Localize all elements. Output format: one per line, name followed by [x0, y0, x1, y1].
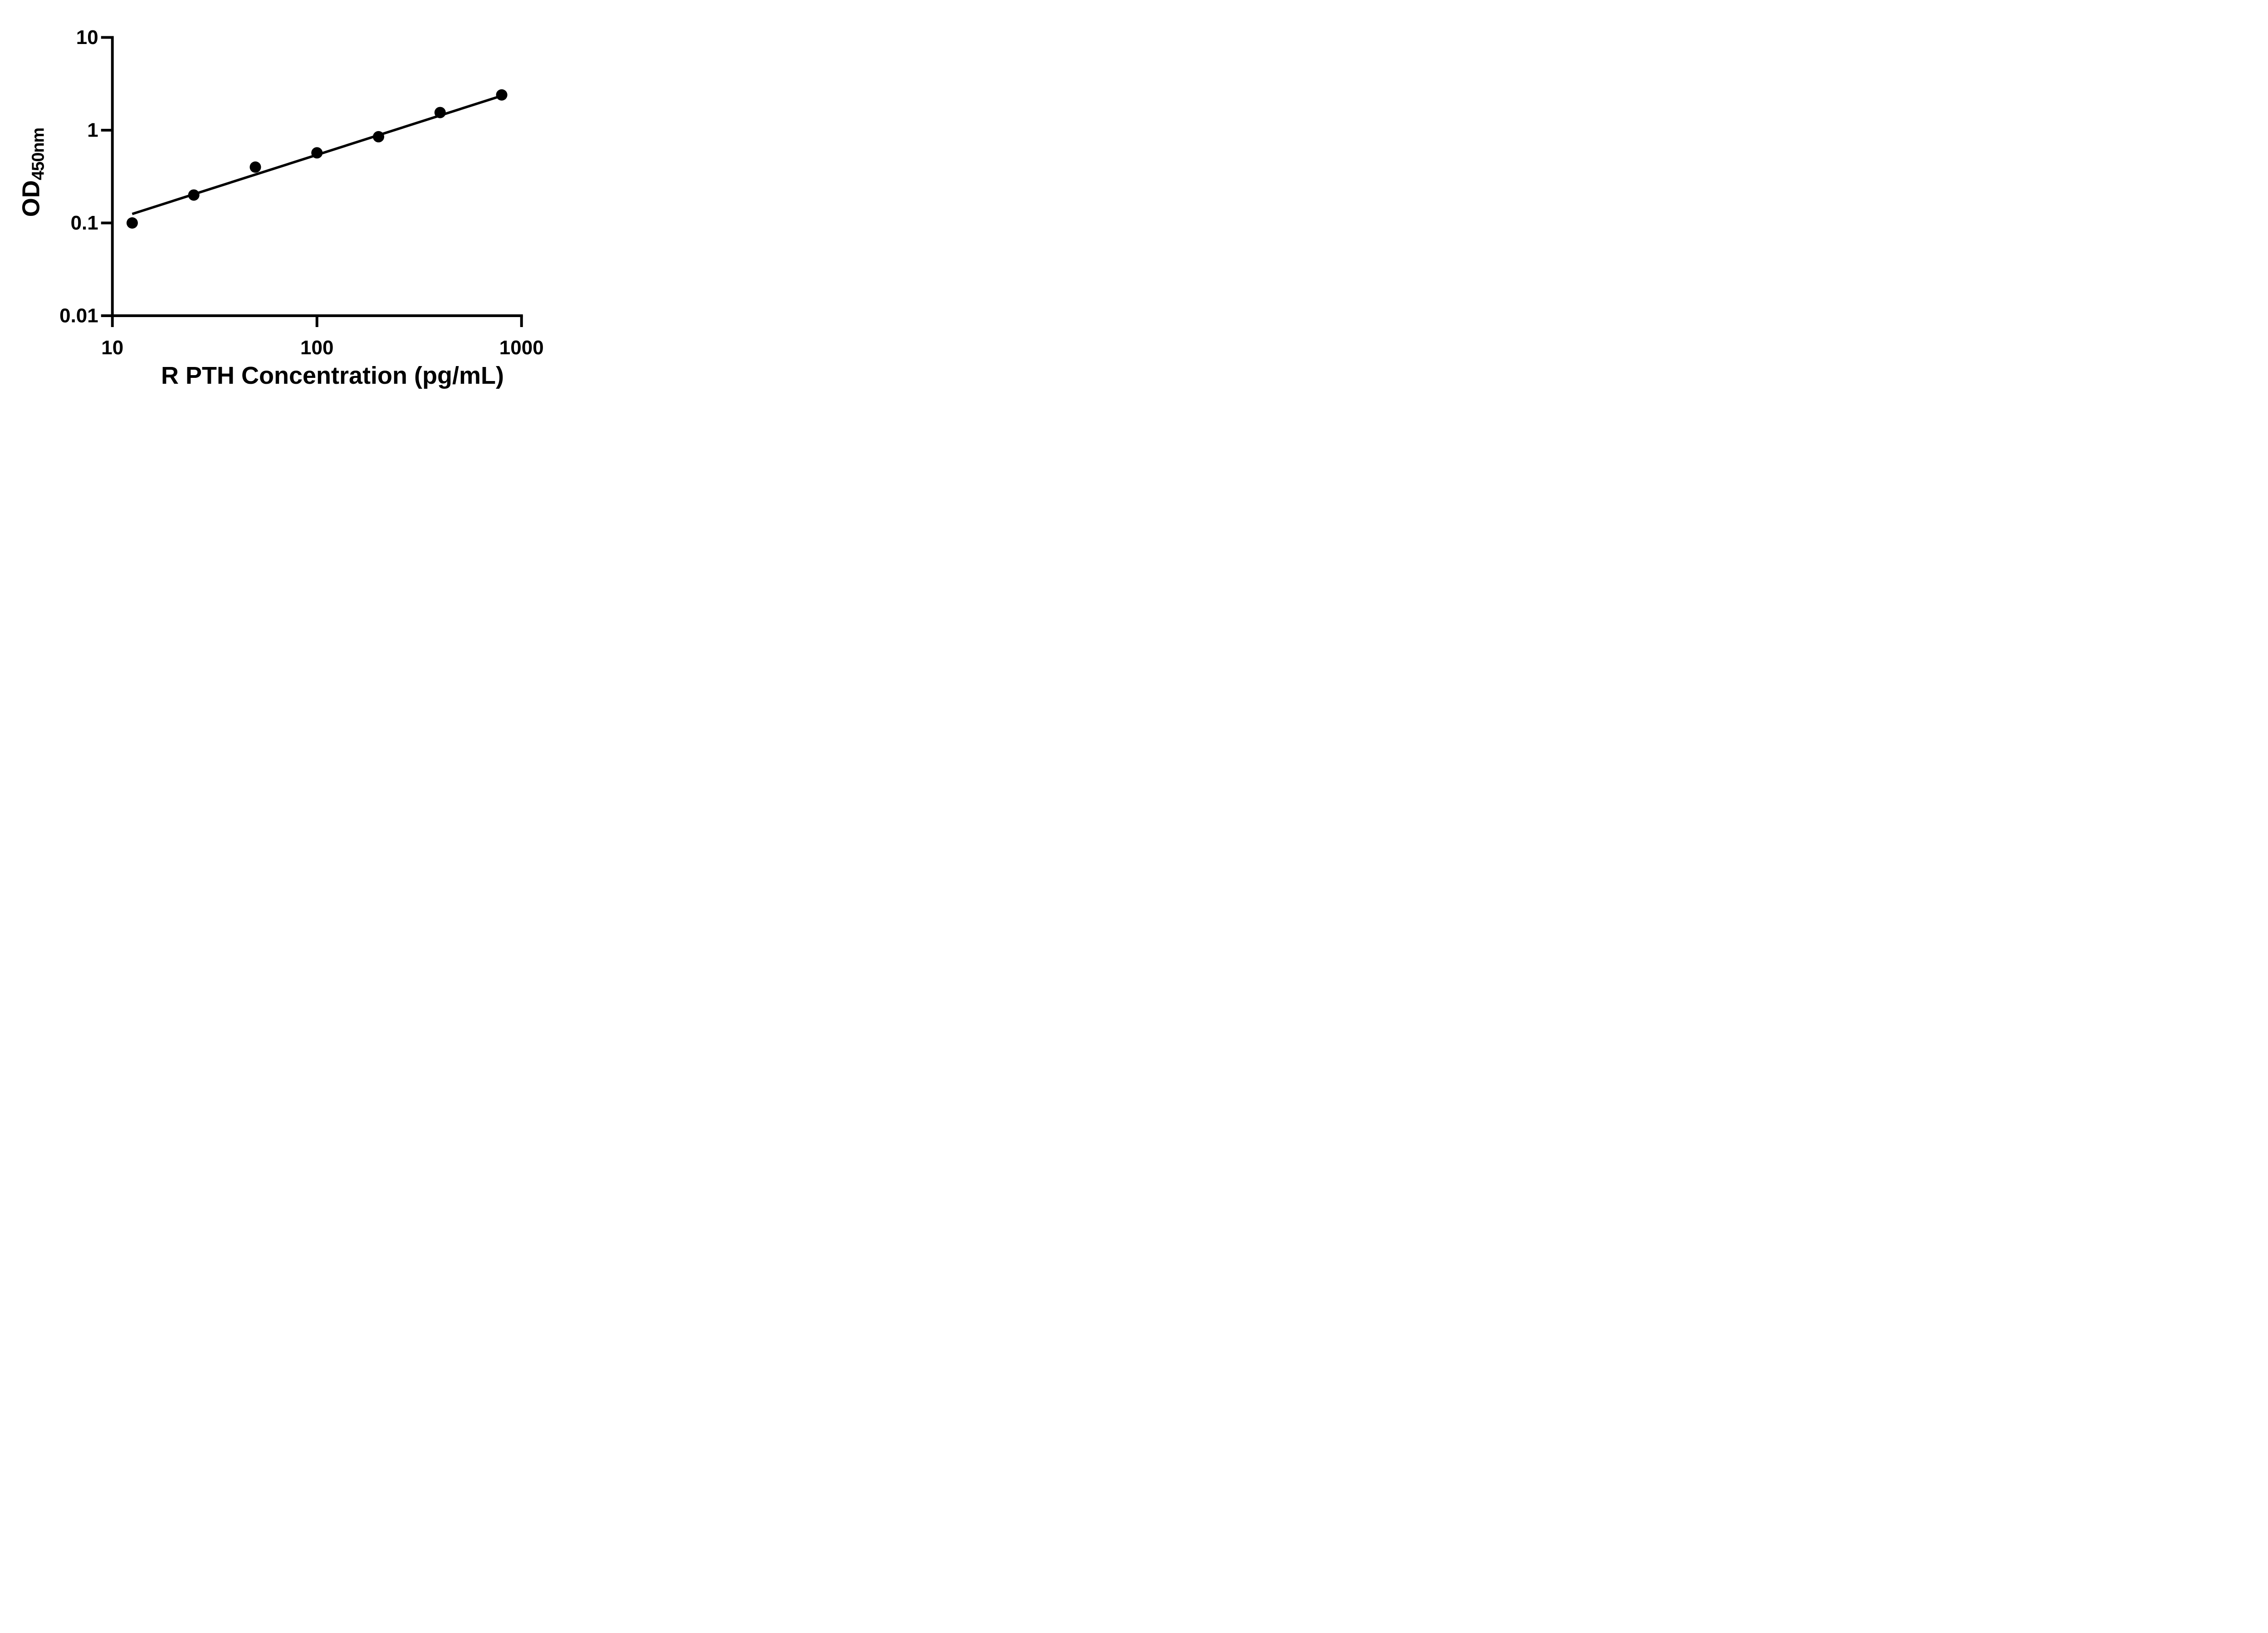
- x-tick-label: 1000: [499, 337, 544, 359]
- y-axis-title-main: OD: [17, 180, 45, 217]
- data-point: [373, 131, 385, 142]
- axes-layer: [111, 36, 523, 317]
- y-tick-label: 10: [76, 26, 98, 49]
- y-tick-label: 1: [87, 119, 98, 142]
- series-layer: [126, 89, 508, 229]
- y-axis-title-subscript: 450nm: [29, 127, 48, 181]
- x-tick-label: 10: [101, 337, 123, 359]
- y-tick-label: 0.01: [59, 305, 98, 327]
- data-point: [496, 89, 508, 101]
- data-point: [311, 147, 323, 159]
- data-point: [249, 161, 261, 173]
- ticks-layer: [101, 36, 523, 327]
- x-axis-title: R PTH Concentration (pg/mL): [161, 362, 504, 389]
- data-point: [126, 217, 138, 229]
- y-axis-title: OD450nm: [17, 128, 49, 217]
- x-tick-label: 100: [300, 337, 333, 359]
- y-tick-label: 0.1: [71, 212, 98, 234]
- standard-curve-figure: 10 1 0.1 0.01 10 100 1000 R PTH Concentration …: [0, 0, 583, 408]
- data-point: [434, 107, 446, 118]
- data-point: [188, 189, 200, 201]
